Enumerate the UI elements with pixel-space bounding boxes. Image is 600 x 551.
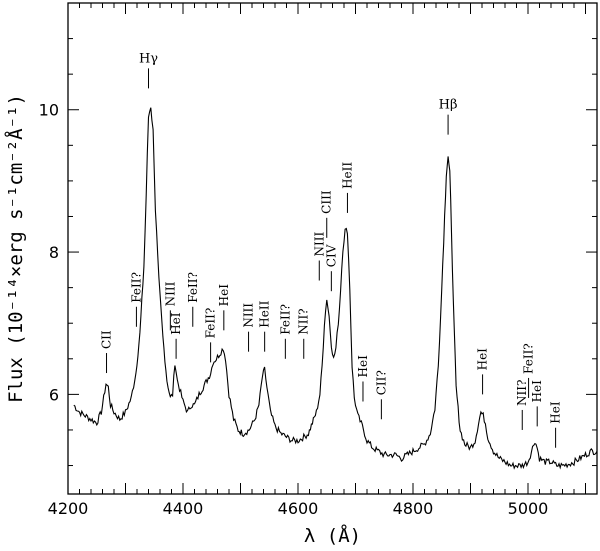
line-annotation: NII? [515,380,529,430]
annotation-label: NII? [515,380,529,406]
annotation-label: HeI [356,355,370,378]
line-annotation: CII [100,330,114,374]
annotation-label: FeII? [204,308,218,339]
annotation-label: CIV [324,244,338,267]
line-annotation: FeII? [278,304,292,359]
line-annotation: NIII [163,281,177,331]
spectrum-line [73,107,598,470]
x-tick-label: 4600 [278,499,319,518]
axis-ticks [67,3,598,494]
annotation-label: NII? [297,308,311,334]
line-annotation: Hγ [139,51,158,89]
annotation-label: HeI [217,284,231,307]
y-axis-label: Flux (10⁻¹⁴×erg s⁻¹cm⁻²Å⁻¹) [4,94,27,403]
annotation-label: HeI [530,380,544,403]
line-annotation: FeII? [204,308,218,363]
annotation-label: NIII [242,303,256,328]
line-annotation: HeI [549,401,563,448]
line-annotation: HeII [258,300,272,352]
line-annotation: HeII [340,162,354,213]
line-annotation: HeI [356,355,370,402]
line-annotation: NII? [297,308,311,359]
y-tick-label: 8 [49,243,59,262]
line-annotation: CIII [320,190,334,238]
line-annotation: CIV [324,244,338,292]
line-annotation: HeI [530,380,544,427]
annotation-label: FeII? [278,304,292,335]
annotation-label: FeII? [522,343,536,374]
annotation-label: CII? [374,370,388,395]
line-annotation: NIII [312,232,326,281]
annotation-label: HeI [476,348,490,371]
annotation-label: CII [100,330,114,349]
annotation-label: Hβ [439,98,458,113]
tick-labels: 4200 4400 4600 4800 5000 6 8 10 [39,101,549,518]
x-tick-label: 4200 [48,499,89,518]
annotation-label: FeII? [129,272,143,303]
line-annotation: HeI [476,348,490,395]
line-annotation: CII? [374,370,388,420]
x-tick-label: 4800 [393,499,434,518]
annotation-label: HeII [340,162,354,189]
annotation-label: HeI [169,312,183,335]
y-tick-label: 10 [39,101,59,120]
y-tick-label: 6 [49,385,59,404]
line-annotation: FeII? [522,343,536,398]
line-annotation: Hβ [439,98,458,135]
x-tick-label: 4400 [163,499,204,518]
line-annotation: NIII [242,303,256,352]
annotation-label: CIII [320,190,334,214]
line-annotation: FeII? [129,272,143,327]
x-tick-label: 5000 [508,499,549,518]
line-annotation: HeI [217,284,231,331]
line-annotation: FeII? [186,272,200,327]
annotation-label: HeII [258,300,272,327]
annotation-label: NIII [163,281,177,306]
annotation-label: FeII? [186,272,200,303]
annotation-label: HeI [549,401,563,424]
annotation-label: NIII [312,232,326,257]
annotation-label: Hγ [139,51,158,66]
plot-frame [67,2,598,495]
series-layer [73,107,598,470]
x-axis-label: λ (Å) [304,524,361,547]
line-annotation: HeI [169,312,183,359]
